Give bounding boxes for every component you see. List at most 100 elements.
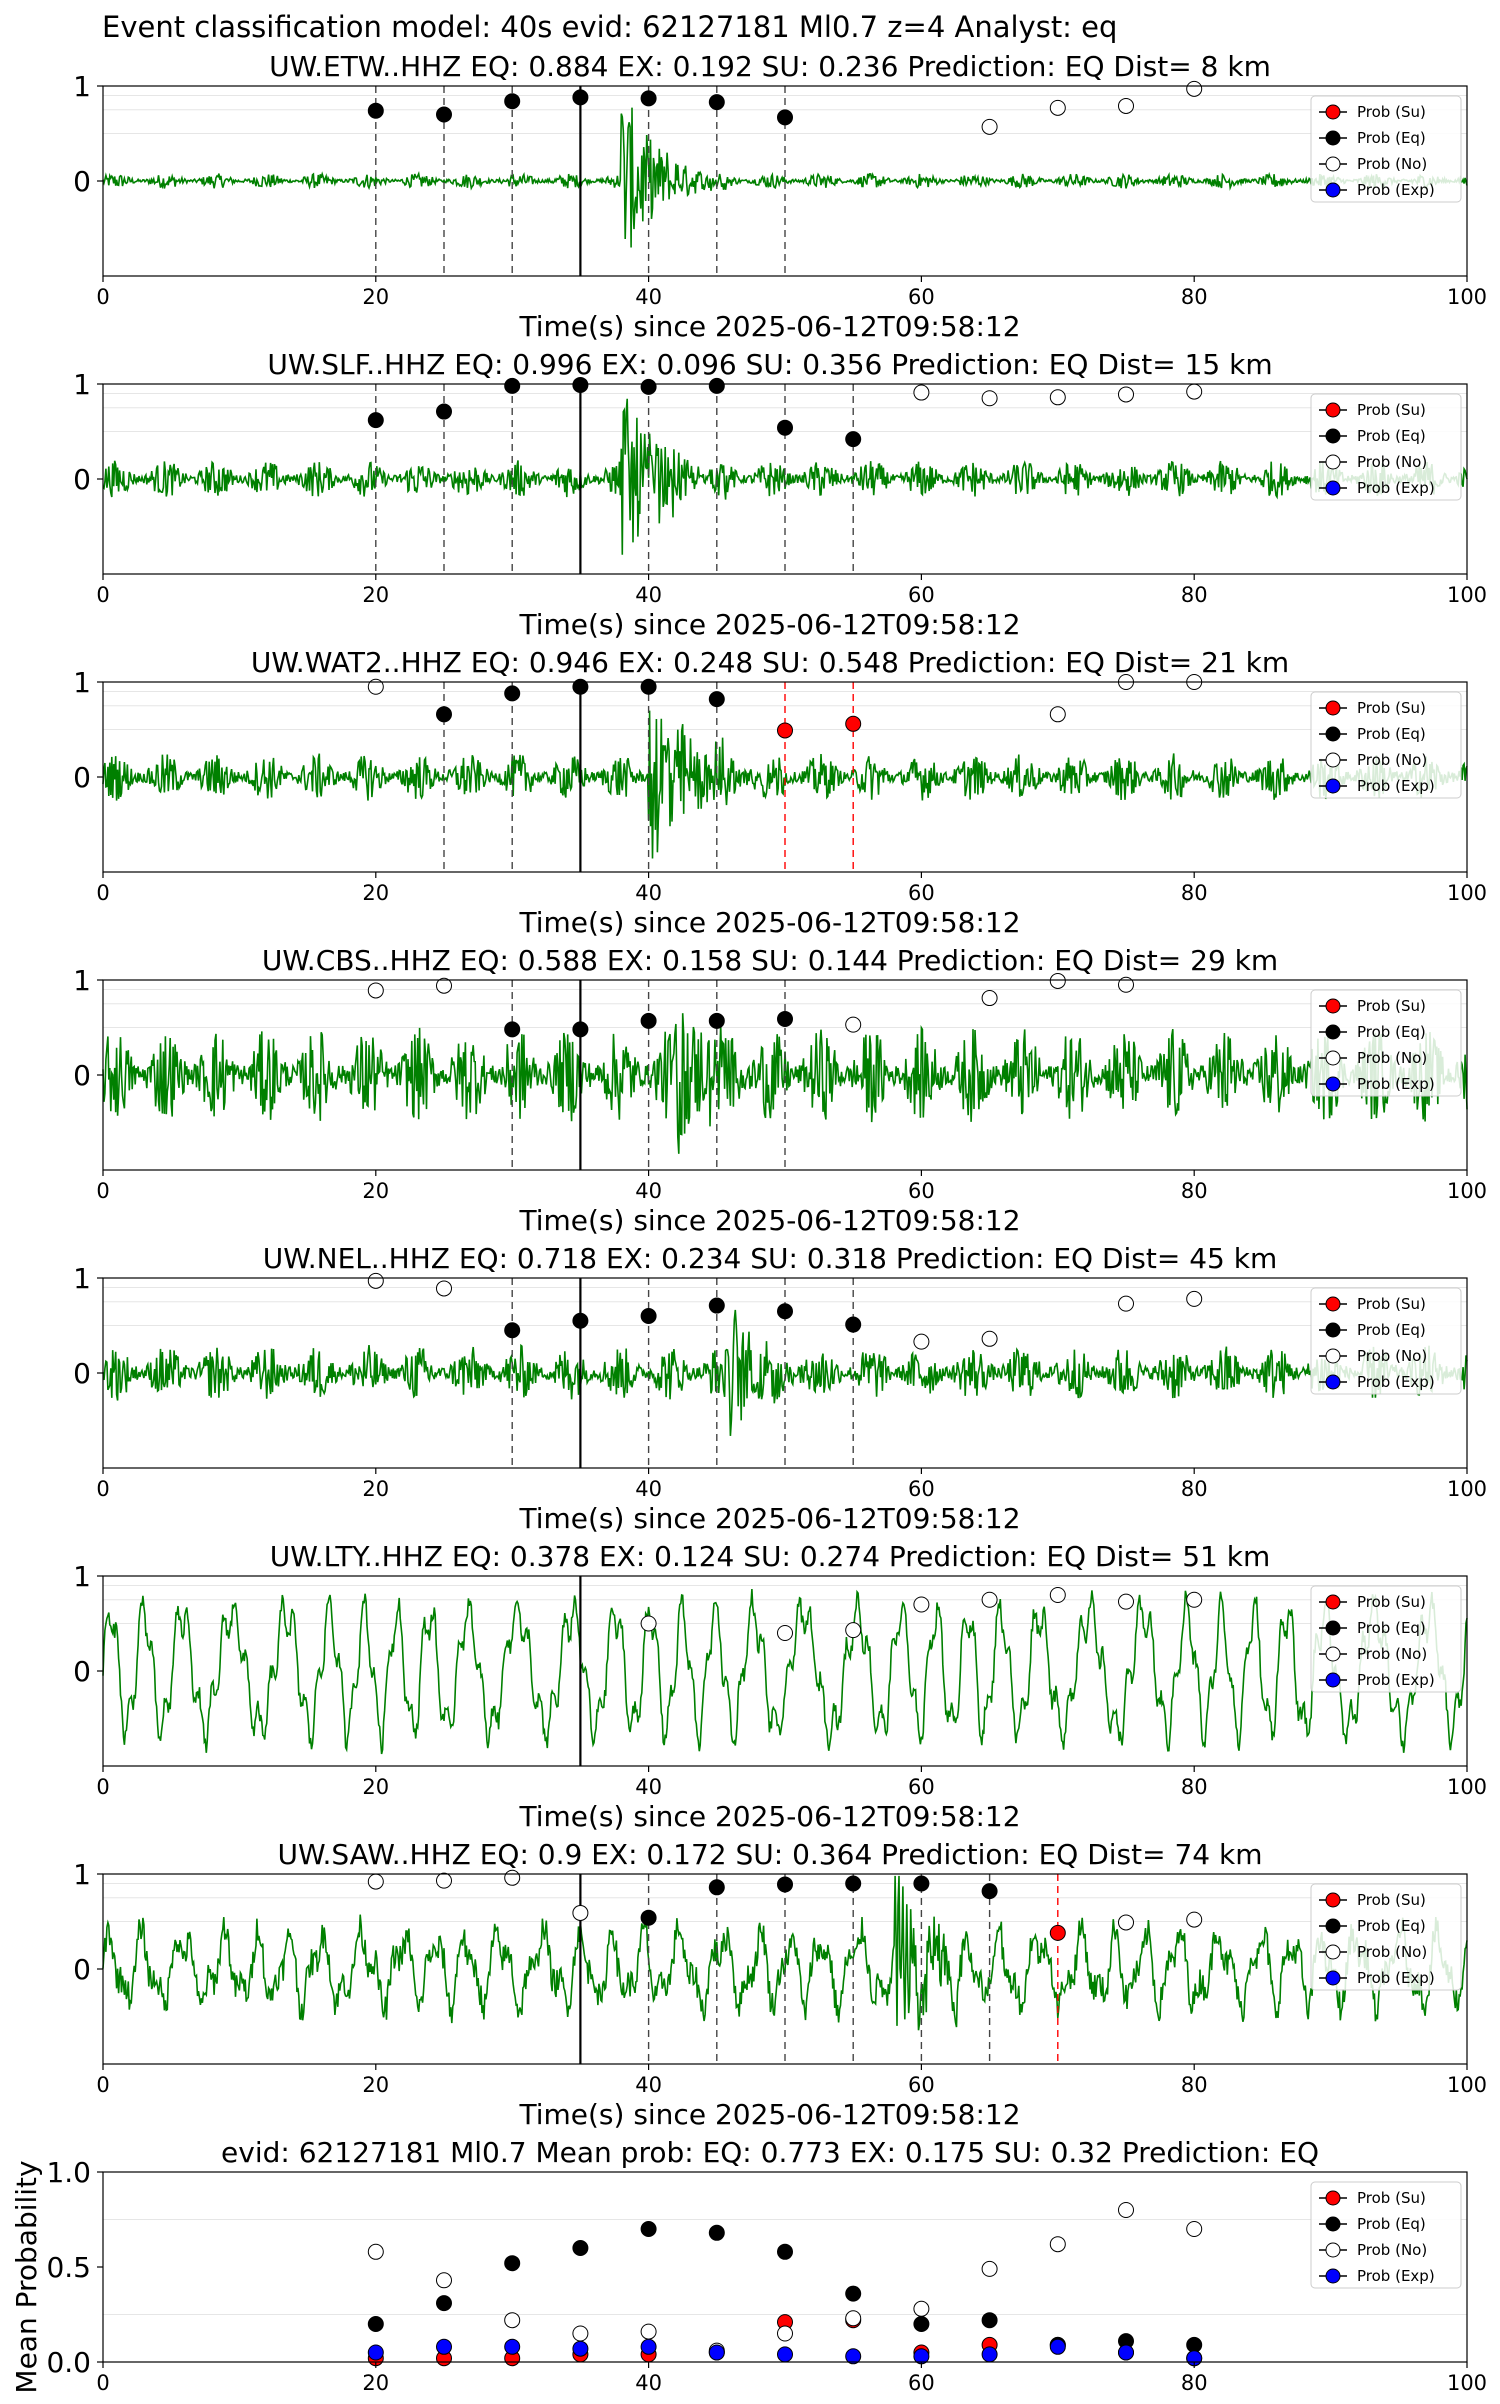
prob-marker-no: [504, 1869, 521, 1886]
prob-marker-no: [981, 118, 998, 135]
x-tick-label: 100: [1447, 2371, 1487, 2395]
x-tick-label: 100: [1447, 881, 1487, 905]
x-tick-label: 80: [1181, 881, 1208, 905]
mean-prob-marker-eq: [367, 2316, 384, 2332]
y-tick-label: 0: [73, 761, 91, 794]
legend-marker: [1325, 104, 1341, 120]
legend-label: Prob (Eq): [1357, 1917, 1426, 1935]
legend-marker: [1325, 1050, 1341, 1066]
mean-prob-marker-exp: [572, 2340, 589, 2357]
prob-marker-no: [367, 1272, 384, 1289]
x-tick-label: 0: [96, 2073, 109, 2097]
prob-marker-su: [1049, 1924, 1066, 1941]
legend-label: Prob (Exp): [1357, 479, 1435, 497]
legend-marker: [1325, 2242, 1341, 2258]
prob-marker-eq: [777, 1303, 793, 1320]
prob-marker-no: [367, 678, 384, 695]
x-tick-label: 60: [908, 2371, 935, 2395]
prob-marker-eq: [436, 706, 452, 723]
station-panel-2: UW.WAT2..HHZ EQ: 0.946 EX: 0.248 SU: 0.5…: [73, 646, 1487, 939]
prob-marker-eq: [640, 90, 657, 107]
mean-prob-marker-no: [436, 2272, 452, 2289]
legend-marker: [1325, 182, 1341, 198]
y-tick-label: 0: [73, 1357, 91, 1390]
mean-prob-marker-exp: [845, 2348, 862, 2365]
y-tick-label: 1: [73, 1262, 91, 1295]
legend-marker: [1325, 480, 1341, 496]
prob-marker-no: [1049, 706, 1066, 723]
legend-label: Prob (Eq): [1357, 2215, 1426, 2233]
prob-marker-no: [1049, 389, 1066, 406]
prob-marker-no: [436, 1280, 452, 1297]
prob-marker-eq: [367, 412, 384, 429]
x-tick-label: 20: [362, 2371, 389, 2395]
legend-marker: [1325, 1024, 1341, 1040]
prob-marker-eq: [777, 419, 793, 436]
legend-label: Prob (No): [1357, 155, 1427, 173]
y-tick-label: 0.5: [46, 2251, 91, 2284]
figure-title: Event classification model: 40s evid: 62…: [102, 10, 1118, 44]
y-tick-label: 1.0: [46, 2156, 91, 2189]
panel-title: UW.SAW..HHZ EQ: 0.9 EX: 0.172 SU: 0.364 …: [277, 1838, 1262, 1871]
legend-label: Prob (Eq): [1357, 427, 1426, 445]
prob-marker-eq: [708, 94, 725, 111]
prob-marker-eq: [640, 1909, 657, 1926]
legend-label: Prob (Exp): [1357, 1373, 1435, 1391]
prob-marker-no: [1186, 1591, 1203, 1608]
legend-label: Prob (Eq): [1357, 1023, 1426, 1041]
waveform-trace: [102, 1013, 1468, 1154]
panel-title: UW.SLF..HHZ EQ: 0.996 EX: 0.096 SU: 0.35…: [267, 348, 1272, 381]
y-tick-label: 1: [73, 666, 91, 699]
legend-label: Prob (No): [1357, 1049, 1427, 1067]
legend-marker: [1325, 1672, 1341, 1688]
prob-marker-no: [1186, 1290, 1203, 1307]
x-tick-label: 20: [362, 1179, 389, 1203]
x-tick-label: 0: [96, 1477, 109, 1501]
legend-label: Prob (Su): [1357, 699, 1426, 717]
x-axis-label: Time(s) since 2025-06-12T09:58:12: [518, 2098, 1020, 2131]
prob-marker-no: [367, 1873, 384, 1890]
x-tick-label: 60: [908, 285, 935, 309]
panel-title: evid: 62127181 Ml0.7 Mean prob: EQ: 0.77…: [221, 2136, 1319, 2169]
legend-label: Prob (No): [1357, 1943, 1427, 1961]
legend-box: [1310, 989, 1462, 1097]
x-axis-label: Time(s) since 2025-06-12T09:58:12: [518, 906, 1020, 939]
prob-marker-no: [436, 1872, 452, 1889]
prob-marker-eq: [708, 1012, 725, 1029]
prob-marker-eq: [572, 376, 589, 393]
legend-marker: [1325, 1322, 1341, 1338]
prob-marker-no: [1118, 1295, 1134, 1312]
prob-marker-eq: [504, 1322, 521, 1339]
mean-prob-marker-no: [504, 2312, 521, 2329]
y-tick-label: 0: [73, 1953, 91, 1986]
mean-prob-marker-no: [981, 2260, 998, 2277]
legend-box: [1310, 1883, 1462, 1991]
x-tick-label: 80: [1181, 2371, 1208, 2395]
prob-marker-eq: [572, 1312, 589, 1329]
mean-prob-marker-eq: [913, 2316, 930, 2332]
prob-marker-eq: [572, 1021, 589, 1038]
legend-label: Prob (Exp): [1357, 1671, 1435, 1689]
prob-marker-no: [1118, 976, 1134, 993]
x-tick-label: 60: [908, 1775, 935, 1799]
mean-prob-marker-no: [367, 2243, 384, 2260]
legend-box: [1310, 1585, 1462, 1693]
panel-title: UW.LTY..HHZ EQ: 0.378 EX: 0.124 SU: 0.27…: [270, 1540, 1271, 1573]
y-tick-label: 1: [73, 964, 91, 997]
x-tick-label: 0: [96, 285, 109, 309]
legend-marker: [1325, 700, 1341, 716]
legend-marker: [1325, 156, 1341, 172]
x-tick-label: 80: [1181, 285, 1208, 309]
prob-marker-eq: [504, 93, 521, 110]
legend-label: Prob (Eq): [1357, 129, 1426, 147]
prob-marker-no: [845, 1622, 862, 1639]
legend-marker: [1325, 998, 1341, 1014]
prob-marker-su: [845, 715, 862, 732]
prob-marker-no: [1049, 99, 1066, 116]
station-panel-5: UW.LTY..HHZ EQ: 0.378 EX: 0.124 SU: 0.27…: [73, 1540, 1487, 1833]
y-axis-label: Mean Probability: [10, 2160, 43, 2393]
prob-marker-eq: [708, 691, 725, 708]
legend-label: Prob (Exp): [1357, 181, 1435, 199]
legend-marker: [1325, 1296, 1341, 1312]
